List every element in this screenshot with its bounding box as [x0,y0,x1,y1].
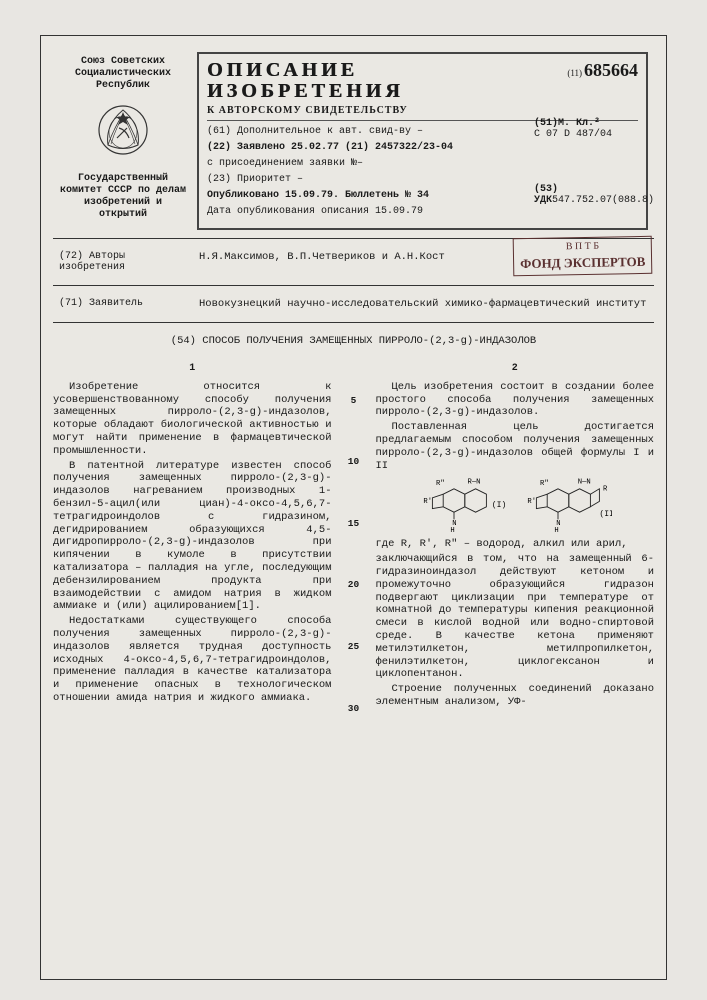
applicant-value: Новокузнецкий научно-исследовательский х… [193,294,654,314]
title-line1: ОПИСАНИЕ [207,60,358,81]
svg-text:N—N: N—N [578,479,591,487]
article-title: (54) СПОСОБ ПОЛУЧЕНИЯ ЗАМЕЩЕННЫХ ПИРРОЛО… [53,335,654,349]
publication-number: (11)685664 [567,60,638,81]
svg-text:R—N: R—N [467,479,480,487]
authors-label: (72) Авторы изобретения [53,247,193,277]
applicant-label: (71) Заявитель [53,294,193,314]
union-label: Союз Советских Социалистических Республи… [59,56,187,92]
svg-text:R: R [603,486,608,494]
col2-p4: Строение полученных соединений доказано … [376,683,655,709]
structure-ii-icon: R″ N—N R R′ N H (II) [522,476,612,534]
library-stamp-icon: В П Т Б ФОНД ЭКСПЕРТОВ [512,236,652,277]
applicant-row: (71) Заявитель Новокузнецкий научно-иссл… [53,286,654,323]
col1-p3: Недостатками существующего способа получ… [53,615,332,705]
col2-number: 2 [376,363,655,375]
svg-text:(II): (II) [599,510,612,519]
col2-p2: Поставленная цель достигается предлагаем… [376,421,655,472]
col1-number: 1 [53,363,332,375]
column-1: 1 Изобретение относится к усовершенствов… [53,363,332,714]
header: Союз Советских Социалистических Республи… [53,48,654,239]
formula-row: R″ R—N R′ N H (I) R″ N—N R [376,476,655,534]
svg-text:H: H [450,527,454,534]
svg-text:R′: R′ [423,499,432,507]
patent-page: Союз Советских Социалистических Республи… [40,35,667,980]
col2-p1: Цель изобретения состоит в создании боле… [376,381,655,419]
body-columns: 1 Изобретение относится к усовершенствов… [53,363,654,714]
header-left: Союз Советских Социалистических Республи… [53,48,193,238]
svg-text:R″: R″ [540,481,549,489]
svg-text:H: H [554,527,558,534]
meta-date: Дата опубликования описания 15.09.79 [207,206,638,217]
line-number-gutter: 5 10 15 20 25 30 [346,363,362,714]
svg-text:R′: R′ [527,499,536,507]
authors-value: Н.Я.Максимов, В.П.Четвериков и А.Н.Кост … [193,247,654,277]
classification-block: (51)М. Кл.²С 07 D 487/04 (53) УДК547.752… [534,118,654,206]
structure-i-icon: R″ R—N R′ N H (I) [418,476,508,534]
col2-p3: заключающийся в том, что на замещенный 6… [376,553,655,681]
authors-row: (72) Авторы изобретения Н.Я.Максимов, В.… [53,239,654,286]
formula-caption: где R, R′, R″ – водород, алкил или арил, [376,538,655,551]
title-line2: ИЗОБРЕТЕНИЯ [207,81,404,102]
col1-p2: В патентной литературе известен способ п… [53,460,332,614]
ussr-emblem-icon [93,100,153,160]
col1-p1: Изобретение относится к усовершенствован… [53,381,332,458]
svg-text:(I): (I) [492,501,507,510]
committee-label: Государственный комитет СССР по делам из… [59,173,187,221]
column-2: 2 Цель изобретения состоит в создании бо… [376,363,655,714]
svg-text:R″: R″ [436,481,445,489]
title-box: (11)685664 ОПИСАНИЕ ИЗОБРЕТЕНИЯ К АВТОРС… [197,52,648,230]
